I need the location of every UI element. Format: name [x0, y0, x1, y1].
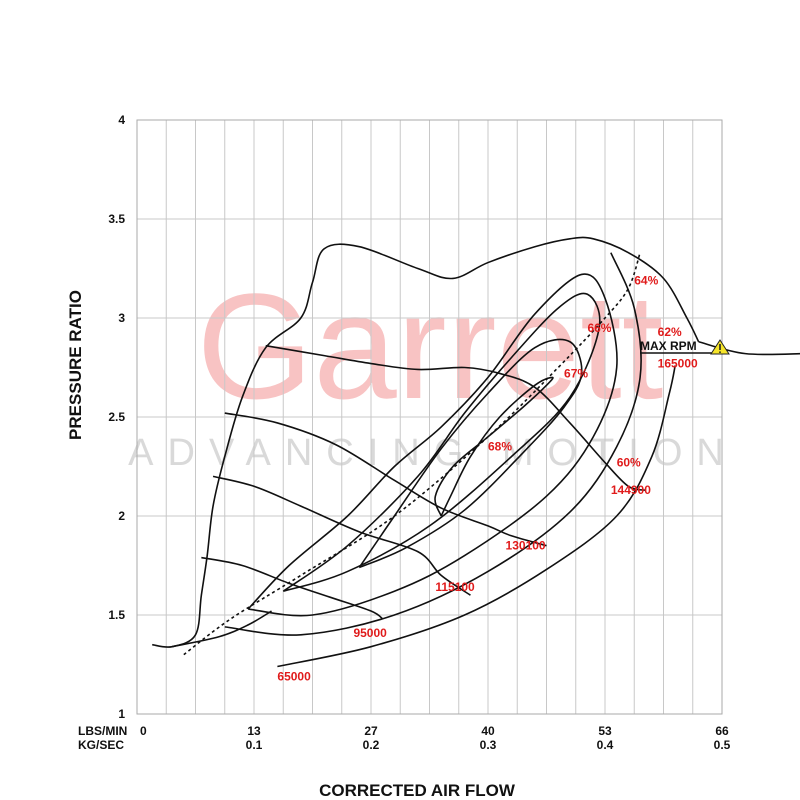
speed-line [698, 340, 800, 356]
y-tick-label: 3 [118, 311, 125, 325]
efficiency-label: 62% [658, 325, 682, 339]
y-tick-label: 1 [118, 707, 125, 721]
x-tick-label-kg: 0.4 [597, 738, 614, 752]
map-curves [152, 236, 800, 668]
x-tick-label-lbs: 13 [247, 724, 261, 738]
speed-line [171, 610, 272, 648]
y-tick-label: 2 [118, 509, 125, 523]
max-rpm-marker: MAX RPM [640, 339, 730, 355]
efficiency-label: 64% [634, 273, 658, 287]
x-unit-lbs: LBS/MIN [78, 724, 127, 738]
y-tick-label: 1.5 [108, 608, 125, 622]
speed-line [212, 475, 471, 596]
map-labels: 65000 95000 115100 130100 144900 165000 68% 67%… [277, 273, 698, 683]
efficiency-label: 67% [564, 366, 588, 380]
x-tick-label-lbs: 40 [481, 724, 495, 738]
speed-line-label: 65000 [277, 669, 311, 683]
watermark: Garrett ADVANCING MOTION [128, 262, 724, 474]
y-tick-label: 4 [118, 113, 125, 127]
surge-line [152, 236, 700, 648]
max-rpm-label: MAX RPM [640, 339, 697, 353]
y-tick-label: 3.5 [108, 212, 125, 226]
efficiency-island [358, 338, 583, 569]
y-tick-label: 2.5 [108, 410, 125, 424]
speed-line-label: 130100 [506, 539, 546, 553]
efficiency-label: 66% [587, 321, 611, 335]
efficiency-island [277, 365, 676, 668]
speed-line [265, 344, 647, 492]
x-tick-label-kg: 0.2 [363, 738, 380, 752]
efficiency-island [247, 273, 618, 617]
speed-line-label: 115100 [435, 580, 475, 594]
y-axis-title: PRESSURE RATIO [66, 290, 85, 440]
x-tick-label-kg: 0.1 [246, 738, 263, 752]
x-axis: 0 130.1 270.2 400.3 530.4 660.5 [140, 724, 731, 752]
warning-icon [710, 339, 730, 355]
speed-line [201, 556, 384, 620]
efficiency-island [282, 292, 601, 593]
efficiency-label: 68% [488, 440, 512, 454]
x-unit-kg: KG/SEC [78, 738, 124, 752]
x-tick-label-lbs: 0 [140, 724, 147, 738]
x-tick-label-lbs: 27 [364, 724, 378, 738]
grid [136, 119, 723, 715]
x-tick-label-lbs: 53 [598, 724, 612, 738]
speed-line-label: 144900 [611, 483, 651, 497]
efficiency-label: 60% [617, 456, 641, 470]
x-axis-title: CORRECTED AIR FLOW [319, 781, 516, 800]
x-tick-label-lbs: 66 [715, 724, 729, 738]
x-tick-label-kg: 0.3 [480, 738, 497, 752]
plot-frame [136, 119, 723, 715]
efficiency-island [224, 252, 642, 636]
speed-line-label: 95000 [353, 626, 387, 640]
speed-line-label: 165000 [658, 357, 698, 371]
x-tick-label-kg: 0.5 [714, 738, 731, 752]
speed-line [224, 412, 547, 547]
y-axis: 1 1.5 2 2.5 3 3.5 4 [108, 113, 125, 721]
peak-efficiency-line [183, 252, 641, 656]
